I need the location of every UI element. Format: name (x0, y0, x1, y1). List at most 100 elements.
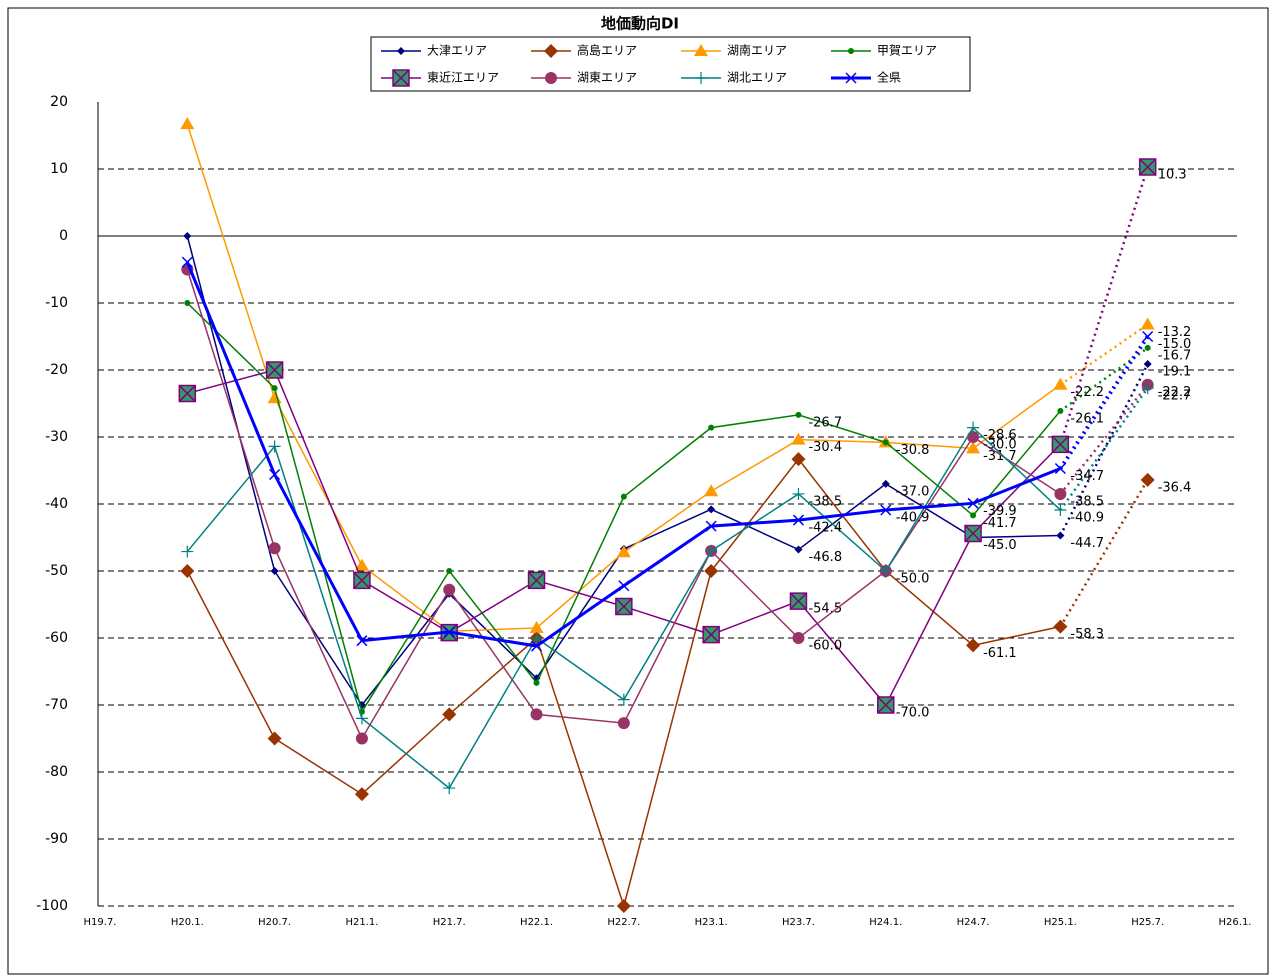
legend-label: 大津エリア (427, 44, 487, 58)
x-tick-label: H26.1. (1219, 917, 1252, 928)
marker (1054, 504, 1067, 517)
data-label: -19.1 (1158, 364, 1192, 379)
x-tick-label: H21.1. (345, 917, 378, 928)
marker (269, 468, 281, 481)
marker (1056, 531, 1065, 540)
marker (446, 568, 453, 574)
data-label: -36.4 (1158, 480, 1192, 495)
data-label: -22.2 (1070, 385, 1104, 400)
marker (1141, 382, 1154, 395)
marker (1143, 359, 1152, 368)
marker (270, 567, 279, 575)
data-label: -54.5 (808, 602, 842, 617)
data-label: -58.3 (1070, 627, 1104, 642)
legend-label: 全県 (877, 70, 901, 85)
legend-marker (848, 48, 854, 54)
marker (708, 424, 715, 431)
y-tick-label: -20 (45, 362, 68, 378)
marker (792, 632, 805, 644)
marker (880, 504, 892, 516)
marker (616, 899, 631, 913)
legend-label: 湖東エリア (577, 70, 637, 85)
marker (1054, 487, 1067, 500)
x-tick-label: H25.1. (1044, 917, 1077, 928)
marker (966, 638, 981, 653)
marker (792, 487, 805, 500)
marker (704, 564, 719, 578)
marker (527, 571, 546, 590)
marker (705, 520, 717, 532)
marker (964, 524, 982, 543)
marker (967, 497, 979, 509)
legend-marker (694, 44, 708, 56)
line-projection (1058, 335, 1150, 470)
x-tick-label: H20.1. (171, 917, 204, 928)
marker (180, 117, 195, 130)
marker (184, 300, 191, 306)
marker (966, 441, 981, 454)
marker (533, 679, 540, 686)
marker (1140, 472, 1155, 487)
data-label: -60.0 (808, 639, 842, 654)
marker (354, 558, 369, 571)
marker (355, 712, 368, 725)
marker (443, 782, 456, 795)
legend-marker (845, 72, 857, 84)
y-tick-label: -10 (45, 295, 68, 311)
data-label: -42.4 (808, 521, 842, 536)
marker (879, 565, 892, 577)
y-tick-label: -40 (45, 496, 68, 512)
marker (1053, 619, 1068, 634)
legend-box (370, 36, 971, 92)
x-tick-label: H21.7. (433, 917, 466, 928)
marker (617, 693, 630, 706)
marker (531, 640, 543, 652)
legend-marker (397, 47, 405, 55)
data-label: -30.8 (896, 443, 930, 458)
marker (795, 411, 802, 418)
marker (1140, 317, 1155, 330)
marker (354, 787, 369, 802)
marker (707, 505, 716, 514)
data-label: -30.4 (808, 440, 842, 455)
data-label: -38.5 (1070, 494, 1104, 509)
marker (881, 479, 890, 488)
line-projection (1059, 479, 1149, 628)
marker (970, 512, 977, 519)
data-label: -37.0 (896, 484, 930, 499)
marker (442, 707, 457, 722)
legend-label: 湖南エリア (727, 43, 787, 58)
data-label: -22.7 (1158, 389, 1192, 404)
marker (882, 439, 889, 446)
marker (271, 385, 278, 392)
marker (967, 431, 980, 443)
marker (178, 384, 197, 403)
y-tick-label: -50 (45, 563, 68, 579)
marker (180, 564, 195, 578)
line-projection (1059, 387, 1149, 511)
x-tick-label: H24.7. (957, 917, 990, 928)
legend-label: 甲賀エリア (877, 44, 937, 58)
marker (704, 484, 719, 497)
marker (620, 493, 627, 500)
marker (1054, 462, 1066, 475)
marker (181, 256, 193, 268)
y-tick-label: -100 (36, 898, 68, 914)
x-tick-label: H23.7. (782, 917, 815, 928)
legend-label: 高島エリア (577, 43, 637, 58)
y-tick-label: -30 (45, 429, 68, 445)
x-tick-label: H20.7. (258, 917, 291, 928)
marker (356, 635, 368, 647)
data-label: -38.5 (808, 494, 842, 509)
marker (355, 732, 368, 745)
marker (1053, 377, 1068, 390)
legend-marker (545, 72, 557, 84)
y-tick-label: 10 (50, 161, 68, 177)
y-tick-label: 20 (50, 94, 68, 110)
marker (353, 571, 371, 590)
legend-marker (392, 69, 410, 87)
marker (268, 440, 281, 453)
marker (789, 592, 808, 610)
marker (443, 626, 455, 638)
marker (1051, 435, 1070, 454)
